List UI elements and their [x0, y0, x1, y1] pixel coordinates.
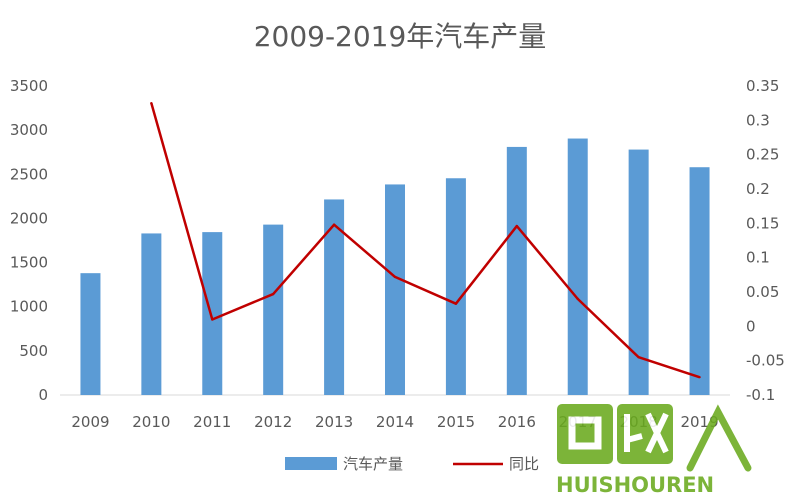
- right-y-tick-label: 0.3: [746, 111, 770, 129]
- right-y-tick-label: 0.1: [746, 249, 770, 267]
- line-point: [515, 224, 519, 228]
- line-point: [393, 275, 397, 279]
- left-y-tick-label: 3500: [10, 77, 48, 95]
- line-point: [271, 292, 275, 296]
- bar: [80, 273, 101, 395]
- line-point: [332, 223, 336, 226]
- left-y-tick-label: 1000: [10, 298, 48, 316]
- right-y-tick-label: -0.1: [746, 386, 775, 404]
- yoy-line: [150, 102, 700, 379]
- line-point: [637, 356, 640, 359]
- right-y-tick-label: 0: [746, 317, 756, 335]
- line-series: [150, 101, 701, 379]
- x-tick-label: 2011: [193, 413, 231, 431]
- legend-bar-label: 汽车产量: [343, 455, 403, 473]
- right-y-tick-label: 0.35: [746, 77, 779, 95]
- bar: [445, 178, 466, 395]
- bar: [202, 232, 223, 395]
- line-point: [454, 302, 458, 305]
- left-y-axis: 0 500 1000 1500 2000 2500 3000 3500: [10, 77, 48, 404]
- line-point: [698, 375, 701, 379]
- x-tick-label: 2009: [71, 413, 109, 431]
- legend-line-label: 同比: [509, 455, 539, 473]
- bar: [324, 199, 345, 395]
- right-y-tick-label: 0.15: [746, 214, 779, 232]
- left-y-tick-label: 0: [38, 386, 48, 404]
- bar: [567, 138, 588, 395]
- left-y-tick-label: 500: [19, 342, 48, 360]
- bar: [385, 184, 405, 395]
- x-tick-label: 2012: [254, 413, 292, 431]
- line-point: [211, 318, 214, 321]
- bar: [263, 224, 284, 395]
- x-tick-label: 2016: [498, 413, 536, 431]
- chart-title: 2009-2019年汽车产量: [254, 20, 547, 53]
- bar: [506, 146, 527, 395]
- watermark-logo: HUISHOUREN: [556, 404, 752, 497]
- x-tick-label: 2014: [376, 413, 414, 431]
- left-y-tick-label: 2500: [10, 165, 48, 183]
- left-y-tick-label: 2000: [10, 209, 48, 227]
- x-tick-label: 2010: [132, 413, 170, 431]
- x-tick-label: 2015: [437, 413, 475, 431]
- left-y-tick-label: 3000: [10, 121, 48, 139]
- line-point: [576, 297, 579, 301]
- right-y-tick-label: -0.05: [746, 352, 785, 370]
- bar: [141, 233, 162, 395]
- legend-bar-swatch: [285, 457, 337, 470]
- bar: [628, 149, 649, 395]
- left-y-tick-label: 1500: [10, 254, 48, 272]
- bar-series: [80, 138, 710, 395]
- right-y-axis: -0.1 -0.05 0 0.05 0.1 0.15 0.2 0.25 0.3 0.35: [746, 77, 785, 404]
- watermark-brand: HUISHOUREN: [556, 473, 714, 497]
- right-y-tick-label: 0.05: [746, 283, 779, 301]
- x-tick-label: 2013: [315, 413, 353, 431]
- right-y-tick-label: 0.25: [746, 146, 779, 164]
- line-point: [150, 101, 153, 105]
- legend: 汽车产量 同比: [285, 455, 539, 473]
- bar: [689, 167, 710, 395]
- right-y-tick-label: 0.2: [746, 180, 770, 198]
